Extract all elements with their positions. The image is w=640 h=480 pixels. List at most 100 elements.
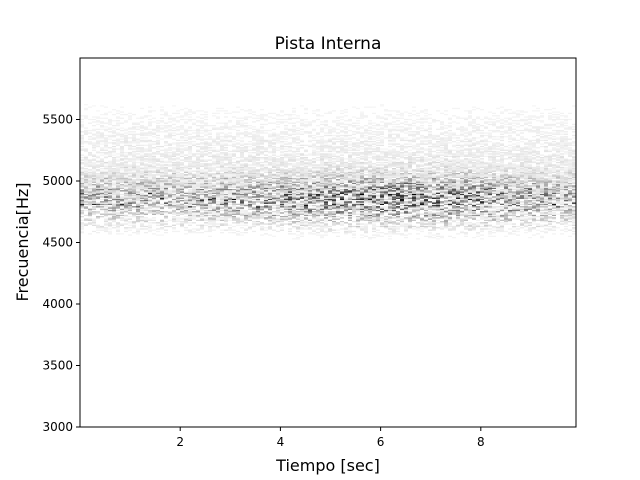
spectrogram-cell	[204, 218, 208, 220]
spectrogram-cell	[328, 174, 332, 176]
spectrogram-cell	[96, 121, 100, 123]
spectrogram-cell	[236, 185, 240, 187]
spectrogram-cell	[248, 109, 252, 111]
spectrogram-cell	[104, 137, 108, 139]
spectrogram-cell	[372, 181, 376, 183]
spectrogram-cell	[304, 177, 308, 180]
spectrogram-cell	[296, 228, 300, 230]
spectrogram-cell	[340, 143, 344, 145]
spectrogram-cell	[292, 170, 296, 172]
spectrogram-cell	[324, 142, 328, 144]
spectrogram-cell	[244, 150, 248, 153]
spectrogram-cell	[148, 180, 152, 182]
spectrogram-cell	[212, 147, 216, 149]
spectrogram-cell	[332, 110, 336, 112]
spectrogram-cell	[304, 179, 308, 181]
spectrogram-cell	[96, 211, 100, 213]
spectrogram-cell	[352, 133, 356, 135]
spectrogram-cell	[172, 185, 176, 187]
spectrogram-cell	[252, 168, 256, 170]
spectrogram-cell	[296, 165, 300, 167]
spectrogram-cell	[232, 158, 236, 160]
spectrogram-cell	[292, 125, 296, 127]
spectrogram-cell	[328, 182, 332, 185]
spectrogram-cell	[240, 152, 244, 154]
spectrogram-cell	[268, 112, 272, 114]
spectrogram-cell	[268, 169, 272, 171]
spectrogram-cell	[200, 154, 204, 156]
spectrogram-cell	[256, 209, 260, 212]
spectrogram-cell	[96, 190, 100, 192]
spectrogram-cell	[124, 173, 128, 175]
spectrogram-cell	[180, 188, 184, 191]
spectrogram-cell	[260, 227, 264, 229]
spectrogram-cell	[152, 170, 156, 172]
spectrogram-cell	[344, 209, 348, 212]
spectrogram-cell	[368, 182, 372, 185]
spectrogram-cell	[196, 180, 200, 182]
spectrogram-cell	[124, 160, 128, 162]
spectrogram-cell	[324, 230, 328, 233]
spectrogram-cell	[96, 176, 100, 178]
spectrogram-cell	[352, 143, 356, 145]
spectrogram-cell	[224, 175, 228, 177]
spectrogram-cell	[128, 148, 132, 150]
spectrogram-cell	[88, 181, 92, 183]
spectrogram-cell	[80, 213, 84, 215]
spectrogram-cell	[292, 169, 296, 171]
spectrogram-cell	[216, 192, 220, 194]
spectrogram-cell	[172, 132, 176, 134]
spectrogram-cell	[176, 169, 180, 171]
spectrogram-cell	[148, 161, 152, 164]
spectrogram-cell	[92, 147, 96, 149]
spectrogram-cell	[284, 179, 288, 181]
spectrogram-cell	[132, 213, 136, 215]
spectrogram-cell	[184, 115, 188, 117]
spectrogram-cell	[324, 227, 328, 229]
spectrogram-cell	[172, 188, 176, 191]
spectrogram-cell	[164, 157, 168, 159]
spectrogram-cell	[172, 153, 176, 155]
spectrogram-cell	[136, 179, 140, 181]
spectrogram-cell	[232, 171, 236, 174]
spectrogram-cell	[344, 173, 348, 175]
spectrogram-cell	[164, 144, 168, 146]
spectrogram-cell	[260, 208, 264, 210]
spectrogram-cell	[224, 218, 228, 220]
spectrogram-cell	[180, 223, 184, 225]
spectrogram-cell	[348, 152, 352, 154]
spectrogram-cell	[336, 175, 340, 177]
spectrogram-cell	[136, 144, 140, 146]
spectrogram-cell	[312, 139, 316, 142]
spectrogram-cell	[120, 111, 124, 113]
spectrogram-cell	[368, 165, 372, 167]
spectrogram-cell	[296, 191, 300, 193]
spectrogram-cell	[272, 152, 276, 154]
spectrogram-cell	[264, 217, 268, 219]
spectrogram-cell	[188, 216, 192, 218]
spectrogram-cell	[180, 208, 184, 210]
spectrogram-cell	[320, 177, 324, 180]
spectrogram-cell	[212, 160, 216, 162]
spectrogram-cell	[312, 149, 316, 151]
spectrogram-cell	[256, 149, 260, 151]
spectrogram-cell	[284, 164, 288, 166]
spectrogram-cell	[108, 186, 112, 188]
spectrogram-cell	[200, 232, 204, 234]
spectrogram-cell	[124, 177, 128, 180]
spectrogram-cell	[336, 116, 340, 118]
spectrogram-cell	[136, 219, 140, 221]
spectrogram-cell	[200, 132, 204, 134]
spectrogram-cell	[236, 207, 240, 209]
spectrogram-cell	[288, 168, 292, 170]
spectrogram-cell	[116, 171, 120, 174]
spectrogram-cell	[176, 144, 180, 146]
spectrogram-cell	[212, 223, 216, 225]
spectrogram-cell	[180, 203, 184, 205]
spectrogram-cell	[140, 116, 144, 118]
spectrogram-cell	[316, 113, 320, 116]
spectrogram-cell	[108, 191, 112, 193]
spectrogram-cell	[312, 192, 316, 194]
spectrogram-cell	[360, 137, 364, 139]
spectrogram-cell	[88, 153, 92, 155]
